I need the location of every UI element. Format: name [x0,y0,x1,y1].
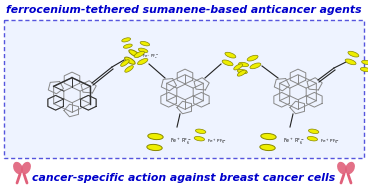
Ellipse shape [125,66,133,72]
Ellipse shape [260,144,275,151]
Text: Fe$^+$ PF$_6^-$: Fe$^+$ PF$_6^-$ [207,138,226,146]
Ellipse shape [337,162,347,174]
Ellipse shape [345,162,355,174]
Ellipse shape [21,162,31,174]
Ellipse shape [360,67,368,72]
Ellipse shape [125,57,135,64]
Ellipse shape [307,136,318,141]
Ellipse shape [362,60,368,65]
Ellipse shape [345,59,356,65]
Ellipse shape [148,133,163,140]
Ellipse shape [222,60,233,66]
Ellipse shape [138,59,148,65]
Ellipse shape [134,51,145,57]
Text: Fe$^+$ PF$_6^-$: Fe$^+$ PF$_6^-$ [320,138,340,146]
Ellipse shape [140,41,150,46]
Ellipse shape [234,64,243,70]
Ellipse shape [239,62,249,67]
Ellipse shape [348,51,359,57]
FancyBboxPatch shape [4,20,364,158]
Text: Fe$^+$ PF$_6^-$: Fe$^+$ PF$_6^-$ [170,137,192,147]
Ellipse shape [13,162,23,174]
Ellipse shape [225,52,236,58]
Ellipse shape [147,144,162,151]
Ellipse shape [308,129,319,134]
Ellipse shape [237,69,247,74]
Ellipse shape [247,55,258,61]
Ellipse shape [138,48,148,53]
Ellipse shape [261,133,276,140]
Text: cancer-specific action against breast cancer cells: cancer-specific action against breast ca… [32,173,336,183]
Text: ferrocenium-tethered sumanene-based anticancer agents: ferrocenium-tethered sumanene-based anti… [6,5,362,15]
Ellipse shape [123,44,132,48]
Ellipse shape [250,63,261,69]
Ellipse shape [195,129,206,134]
Ellipse shape [122,38,131,42]
Ellipse shape [129,50,139,57]
Text: Fe$^+$ PF$_6^-$: Fe$^+$ PF$_6^-$ [142,53,159,61]
Ellipse shape [121,60,129,66]
Ellipse shape [237,70,246,76]
Text: Fe$^+$ PF$_6^-$: Fe$^+$ PF$_6^-$ [283,137,305,147]
Ellipse shape [194,136,205,141]
